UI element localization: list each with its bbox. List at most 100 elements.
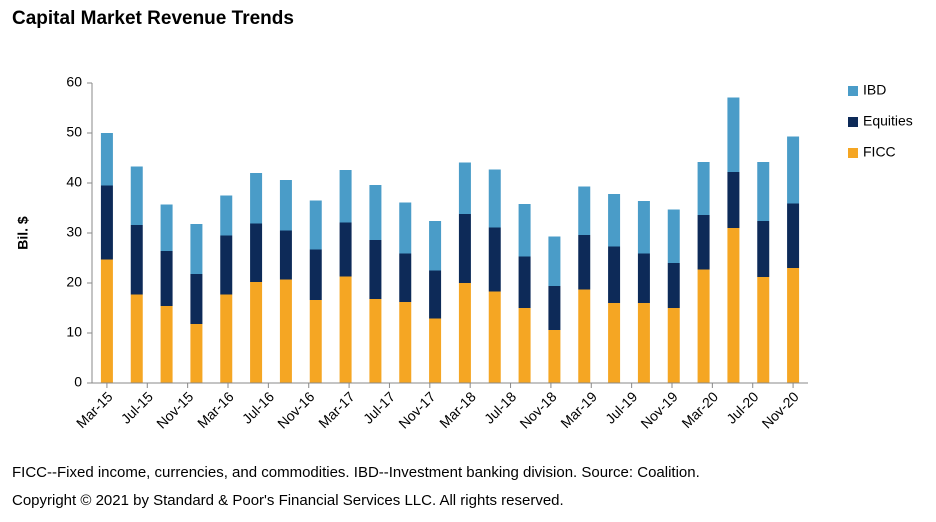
x-tick-label: Nov-18	[516, 388, 559, 431]
bar-segment	[578, 186, 591, 235]
bar-segment	[339, 170, 352, 223]
bar-segment	[160, 251, 173, 306]
bar-segment	[608, 194, 621, 247]
y-tick-label: 20	[66, 274, 82, 290]
bar-segment	[399, 302, 412, 383]
bar-segment	[339, 276, 352, 383]
bar-segment	[100, 259, 113, 383]
bar-segment	[608, 303, 621, 383]
bar-segment	[578, 235, 591, 290]
x-tick-label: Nov-16	[274, 388, 317, 431]
bar-segment	[518, 256, 531, 308]
legend-label: IBD	[863, 82, 886, 98]
x-tick-label: Nov-17	[395, 388, 438, 431]
x-tick-label: Mar-20	[678, 388, 721, 431]
x-tick-label: Nov-15	[153, 388, 196, 431]
bar-segment	[727, 172, 740, 228]
chart-title: Capital Market Revenue Trends	[12, 8, 294, 29]
legend-label: FICC	[863, 144, 896, 160]
x-tick-label: Jul-17	[360, 388, 398, 426]
bar-segment	[279, 180, 292, 231]
bar-segment	[757, 162, 770, 221]
bar-segment	[727, 97, 740, 172]
y-tick-label: 50	[66, 124, 82, 140]
bar-segment	[190, 224, 203, 274]
y-axis-label: Bil. $	[15, 216, 31, 250]
bar-segment	[429, 318, 442, 383]
x-tick-label: Mar-17	[315, 388, 358, 431]
bar-segment	[667, 209, 680, 263]
x-tick-label: Jul-16	[239, 388, 277, 426]
bar-segment	[250, 223, 263, 282]
bar-segment	[757, 277, 770, 383]
bar-segment	[130, 294, 143, 383]
bar-segment	[339, 222, 352, 277]
x-tick-label: Nov-19	[638, 388, 681, 431]
x-tick-label: Mar-18	[436, 388, 479, 431]
bar-segment	[190, 274, 203, 324]
footnote: FICC--Fixed income, currencies, and comm…	[12, 464, 700, 481]
bar-segment	[309, 200, 322, 250]
bar-segment	[369, 240, 382, 299]
bar-segment	[518, 204, 531, 257]
y-tick-label: 60	[66, 74, 82, 90]
bar-segment	[548, 236, 561, 286]
bar-segment	[130, 166, 143, 225]
x-tick-label: Mar-16	[194, 388, 237, 431]
bar-segment	[548, 286, 561, 330]
bar-segment	[458, 283, 471, 383]
legend-swatch	[848, 86, 858, 96]
y-tick-label: 0	[74, 374, 82, 390]
bar-segment	[220, 294, 233, 383]
bar-segment	[787, 268, 800, 383]
bar-segment	[309, 300, 322, 383]
bar-segment	[458, 162, 471, 214]
bar-segment	[488, 169, 501, 228]
bar-segment	[220, 235, 233, 295]
bar-segment	[309, 249, 322, 300]
y-tick-label: 40	[66, 174, 82, 190]
bar-segment	[429, 270, 442, 319]
bar-segment	[637, 201, 650, 254]
bar-segment	[667, 263, 680, 308]
bar-segment	[787, 136, 800, 204]
bar-segment	[488, 227, 501, 292]
bar-segment	[578, 289, 591, 383]
bar-segment	[697, 269, 710, 383]
bar-segment	[637, 253, 650, 303]
bar-segment	[190, 324, 203, 383]
bar-segment	[220, 195, 233, 236]
bar-segment	[608, 246, 621, 303]
x-tick-label: Jul-18	[481, 388, 519, 426]
x-tick-label: Jul-19	[602, 388, 640, 426]
bar-segment	[429, 221, 442, 271]
x-tick-label: Mar-15	[73, 388, 116, 431]
bar-segment	[458, 214, 471, 283]
x-tick-label: Jul-15	[118, 388, 156, 426]
footnote: Copyright © 2021 by Standard & Poor's Fi…	[12, 492, 564, 509]
bar-segment	[160, 306, 173, 383]
bar-segment	[757, 221, 770, 277]
bar-segment	[279, 230, 292, 280]
bar-segment	[488, 291, 501, 383]
bar-segment	[100, 133, 113, 186]
bar-segment	[518, 308, 531, 383]
bar-segment	[250, 173, 263, 224]
bar-segment	[160, 204, 173, 251]
legend-swatch	[848, 148, 858, 158]
bar-segment	[697, 215, 710, 270]
y-tick-label: 10	[66, 324, 82, 340]
legend-label: Equities	[863, 113, 913, 129]
bar-segment	[667, 308, 680, 383]
bar-segment	[250, 282, 263, 383]
bar-segment	[399, 253, 412, 302]
x-tick-label: Mar-19	[557, 388, 600, 431]
bar-segment	[369, 299, 382, 383]
bar-segment	[369, 185, 382, 240]
bar-segment	[399, 202, 412, 254]
bar-segment	[727, 228, 740, 383]
x-tick-label: Nov-20	[759, 388, 802, 431]
bar-segment	[697, 162, 710, 215]
bar-segment	[548, 330, 561, 383]
